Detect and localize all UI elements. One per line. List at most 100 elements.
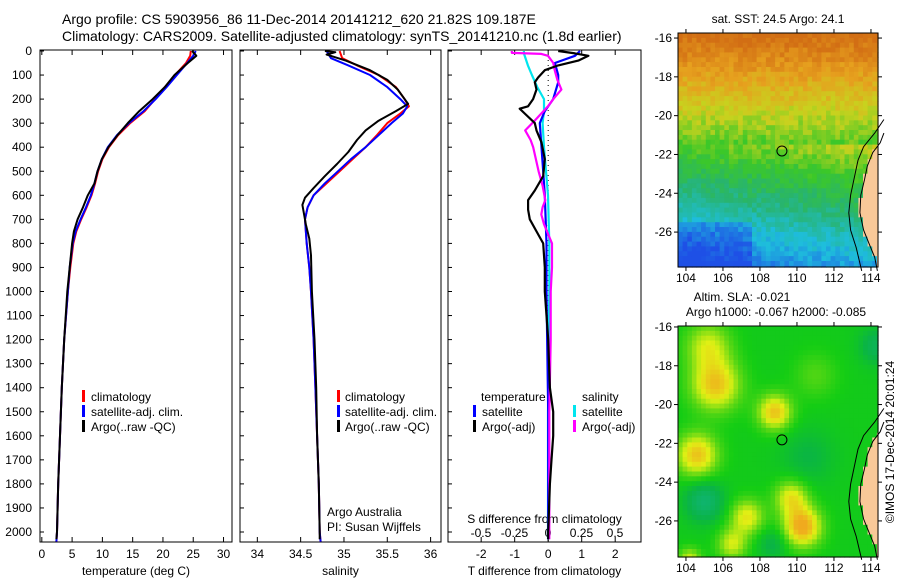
map-cell — [784, 76, 790, 83]
map-cell — [826, 164, 832, 170]
map-cell — [812, 553, 818, 558]
map-cell — [839, 452, 846, 458]
map-cell — [761, 183, 767, 189]
map-cell — [710, 553, 716, 558]
map-cell — [752, 529, 758, 536]
map-cell — [738, 500, 744, 506]
map-cell — [807, 42, 813, 49]
map-cell — [752, 47, 758, 54]
map-cell — [835, 408, 841, 414]
map-cell — [807, 432, 813, 439]
map-cell — [733, 241, 739, 248]
map-cell — [724, 144, 730, 151]
map-cell — [844, 374, 850, 380]
map-cell — [816, 369, 822, 375]
map-cell — [849, 57, 855, 63]
map-cell — [844, 326, 850, 332]
map-cell — [816, 105, 822, 112]
map-cell — [793, 193, 799, 199]
map-cell — [682, 549, 688, 555]
map-cell — [691, 456, 698, 463]
map-cell — [752, 217, 758, 223]
map-cell — [789, 398, 795, 405]
map-cell — [872, 510, 878, 516]
map-cell — [784, 52, 790, 58]
map-cell — [849, 471, 855, 477]
map-cell — [853, 130, 859, 136]
map-cell — [761, 345, 767, 351]
map-cell — [691, 197, 698, 204]
map-cell — [789, 432, 795, 439]
map-cell — [798, 330, 804, 337]
map-cell — [835, 452, 841, 458]
map-cell — [775, 549, 781, 555]
map-cell — [789, 345, 795, 351]
map-cell — [816, 355, 822, 361]
map-cell — [761, 539, 767, 545]
map-cell — [867, 335, 873, 342]
map-cell — [872, 154, 878, 160]
map-cell — [849, 529, 855, 536]
map-cell — [756, 149, 762, 155]
map-cell — [812, 350, 818, 356]
map-cell — [775, 335, 781, 342]
map-cell — [839, 379, 846, 385]
map-cell — [747, 437, 753, 443]
map-cell — [826, 76, 832, 83]
map-cell — [687, 86, 693, 92]
map-cell — [733, 524, 739, 531]
map-cell — [742, 91, 748, 97]
map-cell — [853, 71, 859, 78]
map-cell — [798, 456, 804, 463]
map-cell — [816, 130, 822, 136]
map-cell — [728, 134, 735, 141]
map-cell — [742, 86, 748, 92]
map-cell — [807, 139, 813, 146]
map-cell — [710, 207, 716, 214]
map-cell — [821, 510, 827, 516]
map-cell — [779, 379, 785, 385]
map-cell — [687, 369, 693, 375]
map-cell — [678, 217, 684, 223]
map-cell — [742, 452, 748, 458]
map-cell — [812, 524, 818, 531]
map-cell — [719, 241, 725, 248]
map-cell — [761, 71, 767, 78]
map-cell — [835, 466, 841, 472]
map-cell — [849, 149, 855, 155]
map-cell — [724, 510, 730, 516]
map-cell — [696, 510, 702, 516]
map-cell — [770, 81, 776, 87]
map-cell — [724, 423, 730, 429]
map-cell — [775, 149, 781, 155]
map-cell — [705, 173, 711, 180]
map-cell — [747, 520, 753, 526]
map-cell — [719, 364, 725, 371]
map-cell — [765, 71, 772, 78]
map-cell — [747, 42, 753, 49]
map-cell — [691, 193, 698, 199]
map-cell — [770, 67, 776, 73]
map-cell — [793, 37, 799, 44]
map-cell — [867, 227, 873, 233]
map-cell — [821, 427, 827, 434]
map-cell — [728, 251, 735, 257]
map-cell — [812, 125, 818, 131]
map-cell — [872, 164, 878, 170]
map-cell — [821, 76, 827, 83]
map-cell — [798, 130, 804, 136]
map-cell — [844, 340, 850, 346]
map-cell — [858, 461, 864, 468]
map-cell — [863, 193, 869, 199]
map-cell — [821, 442, 827, 448]
map-cell — [770, 330, 776, 337]
map-cell — [816, 57, 822, 63]
map-cell — [798, 389, 804, 395]
map-cell — [742, 164, 748, 170]
map-cell — [724, 529, 730, 536]
map-cell — [798, 345, 804, 351]
map-cell — [742, 217, 748, 223]
map-cell — [687, 476, 693, 482]
map-cell — [710, 461, 716, 468]
map-cell — [784, 549, 790, 555]
